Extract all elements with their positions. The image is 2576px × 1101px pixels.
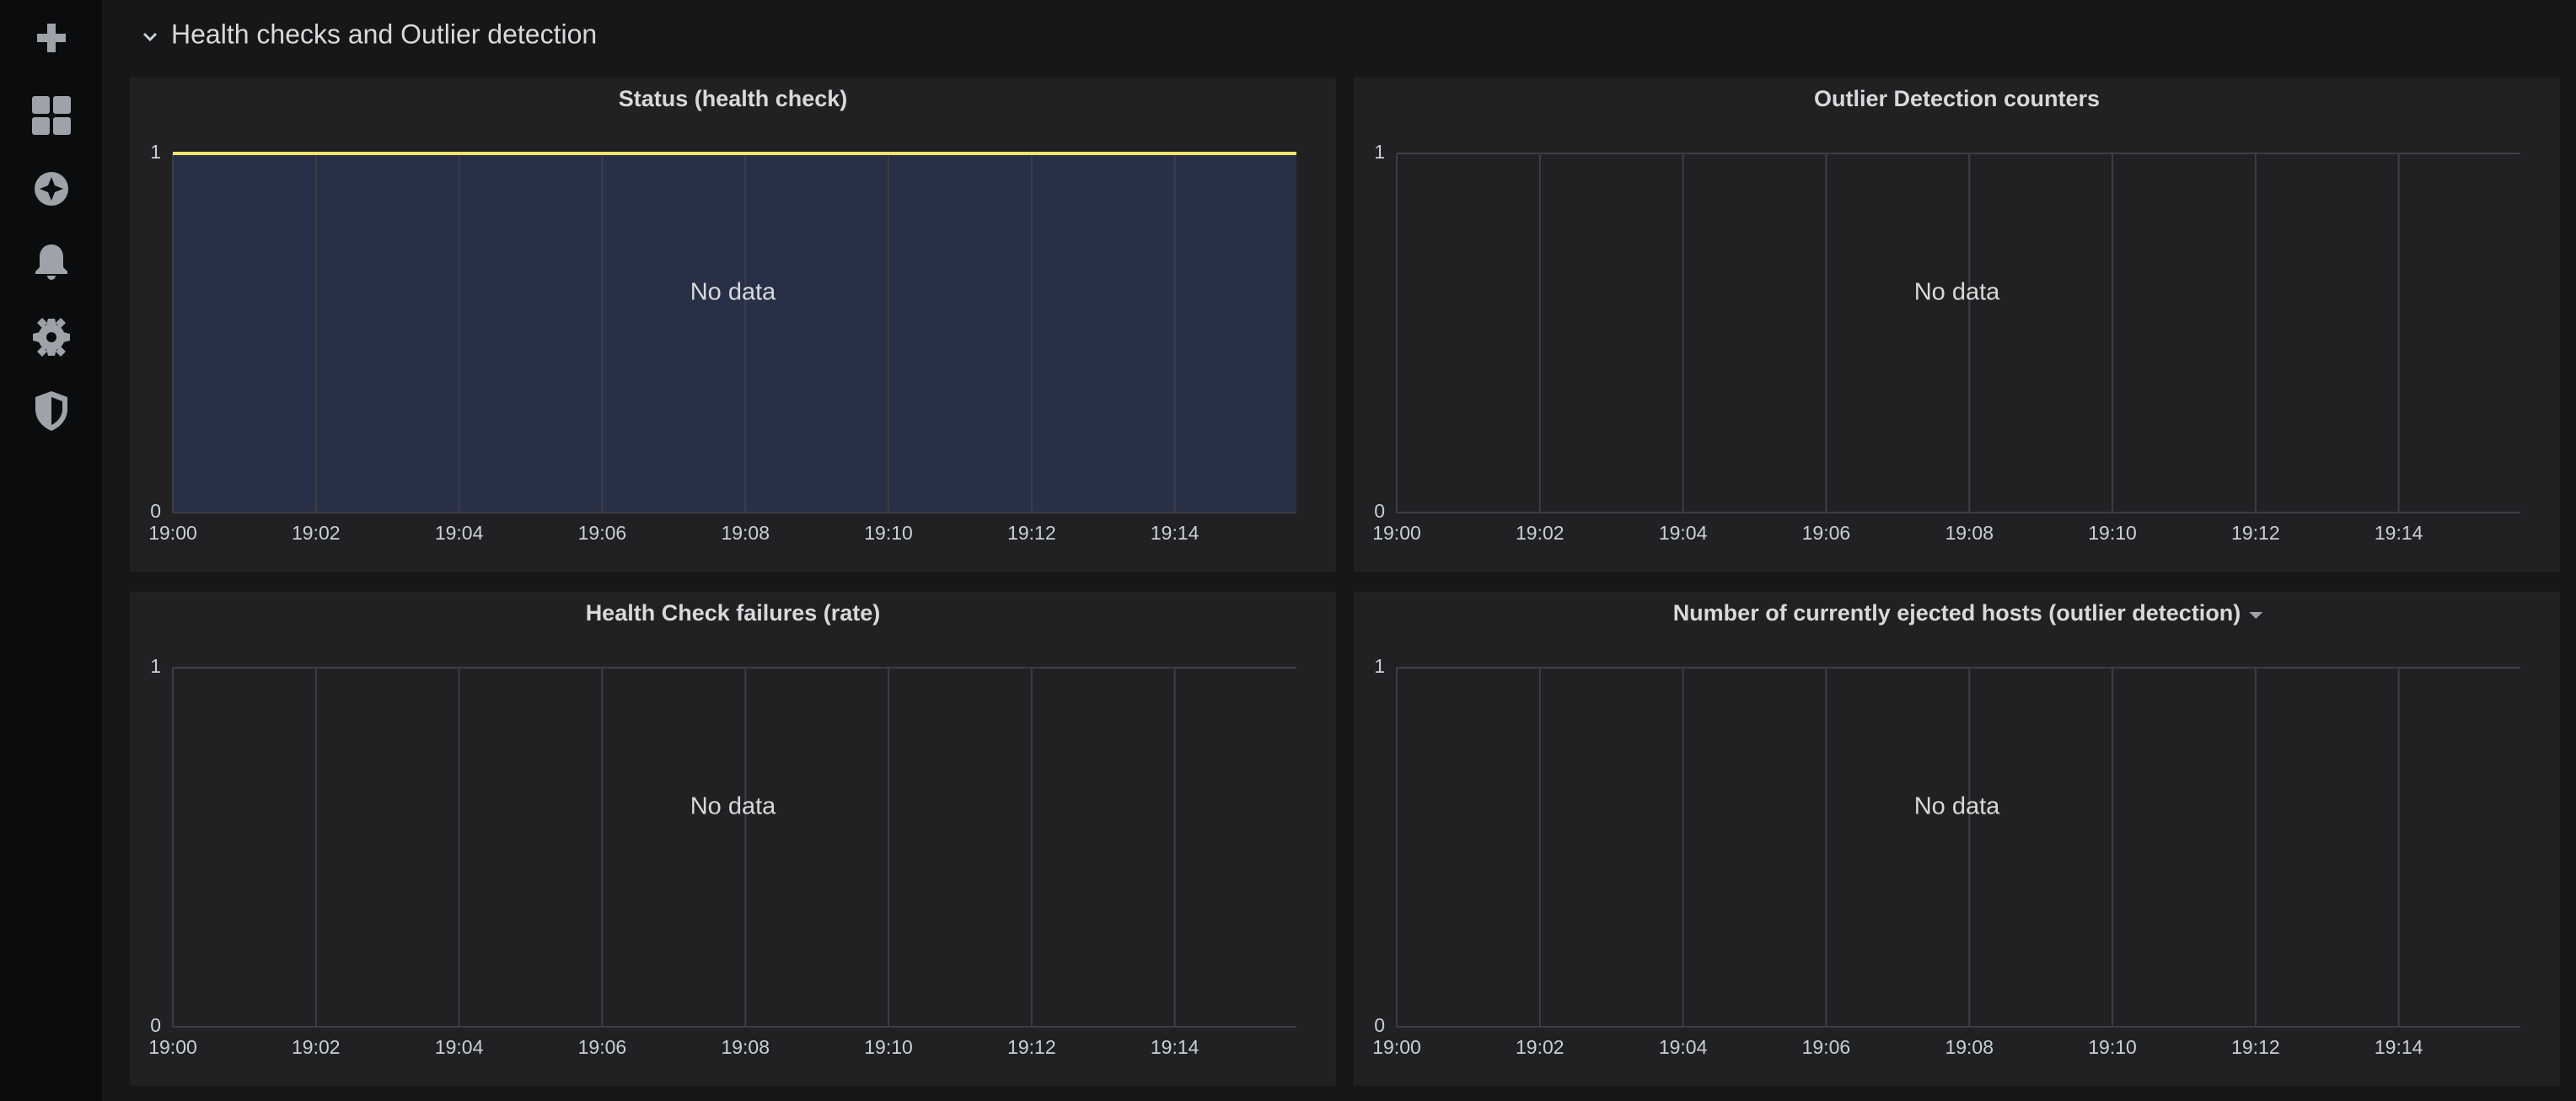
x-tick-label: 19:00 xyxy=(1372,1036,1421,1058)
add-icon[interactable] xyxy=(37,24,66,52)
x-tick-label: 19:06 xyxy=(1802,522,1851,544)
y-tick-label: 0 xyxy=(1374,1014,1385,1036)
x-tick-label: 19:04 xyxy=(1659,1036,1708,1058)
x-tick-label: 19:02 xyxy=(1516,522,1564,544)
panel: Status (health check) 0 1 19:00 19:02 19:04 19… xyxy=(130,78,1336,572)
x-tick-label: 19:00 xyxy=(148,522,197,544)
x-tick-label: 19:14 xyxy=(2375,522,2423,544)
y-tick-label: 1 xyxy=(150,141,161,163)
no-data-message: No data xyxy=(690,279,776,306)
sidebar-bg xyxy=(0,0,102,1101)
alerting-icon[interactable] xyxy=(35,244,67,280)
x-tick-label: 19:14 xyxy=(1151,1036,1199,1058)
panel-title: Status (health check) xyxy=(619,86,848,111)
no-data-message: No data xyxy=(1914,793,2000,820)
panel-title: Health Check failures (rate) xyxy=(586,600,881,626)
panel: Health Check failures (rate) 0 1 19:00 19:02… xyxy=(130,592,1336,1086)
panel-bg xyxy=(1354,592,2560,1086)
x-tick-label: 19:08 xyxy=(1945,1036,1994,1058)
x-tick-label: 19:06 xyxy=(578,1036,627,1058)
x-tick-label: 19:10 xyxy=(2088,1036,2137,1058)
y-tick-label: 0 xyxy=(150,1014,161,1036)
panel: Number of currently ejected hosts (outli… xyxy=(1354,592,2560,1086)
x-tick-label: 19:14 xyxy=(1151,522,1199,544)
no-data-message: No data xyxy=(1914,279,2000,306)
explore-icon[interactable] xyxy=(35,172,68,206)
row-collapse-icon[interactable] xyxy=(142,32,158,42)
x-tick-label: 19:04 xyxy=(435,522,484,544)
x-tick-label: 19:10 xyxy=(864,522,913,544)
y-tick-label: 0 xyxy=(150,500,161,522)
no-data-message: No data xyxy=(690,793,776,820)
panel-bg xyxy=(130,592,1336,1086)
x-tick-label: 19:12 xyxy=(2231,522,2280,544)
x-tick-label: 19:04 xyxy=(435,1036,484,1058)
row-title[interactable]: Health checks and Outlier detection xyxy=(171,19,597,49)
x-tick-label: 19:14 xyxy=(2375,1036,2423,1058)
x-tick-label: 19:02 xyxy=(292,1036,341,1058)
shield-icon[interactable] xyxy=(35,391,67,431)
y-tick-label: 1 xyxy=(150,655,161,677)
x-tick-label: 19:02 xyxy=(292,522,341,544)
x-tick-label: 19:06 xyxy=(578,522,627,544)
panel-title: Number of currently ejected hosts (outli… xyxy=(1673,600,2241,626)
sidebar-icons xyxy=(32,24,71,431)
y-tick-label: 1 xyxy=(1374,655,1385,677)
dashboards-icon[interactable] xyxy=(32,96,71,135)
x-tick-label: 19:10 xyxy=(2088,522,2137,544)
panel: Outlier Detection counters 0 1 19:00 19:02 19… xyxy=(1354,78,2560,572)
panel-menu-caret[interactable] xyxy=(2249,612,2263,619)
y-tick-label: 1 xyxy=(1374,141,1385,163)
series-area xyxy=(173,153,1296,513)
x-tick-label: 19:08 xyxy=(721,522,770,544)
x-tick-label: 19:08 xyxy=(721,1036,770,1058)
panel-title: Outlier Detection counters xyxy=(1814,86,2100,111)
configuration-icon[interactable] xyxy=(33,318,70,357)
sidebar xyxy=(0,0,102,1101)
x-tick-label: 19:12 xyxy=(1007,522,1056,544)
x-tick-label: 19:12 xyxy=(1007,1036,1056,1058)
x-tick-label: 19:00 xyxy=(148,1036,197,1058)
x-tick-label: 19:06 xyxy=(1802,1036,1851,1058)
panel-bg xyxy=(1354,78,2560,572)
x-tick-label: 19:04 xyxy=(1659,522,1708,544)
x-tick-label: 19:10 xyxy=(864,1036,913,1058)
x-tick-label: 19:08 xyxy=(1945,522,1994,544)
y-tick-label: 0 xyxy=(1374,500,1385,522)
x-tick-label: 19:00 xyxy=(1372,522,1421,544)
x-tick-label: 19:02 xyxy=(1516,1036,1564,1058)
x-tick-label: 19:12 xyxy=(2231,1036,2280,1058)
